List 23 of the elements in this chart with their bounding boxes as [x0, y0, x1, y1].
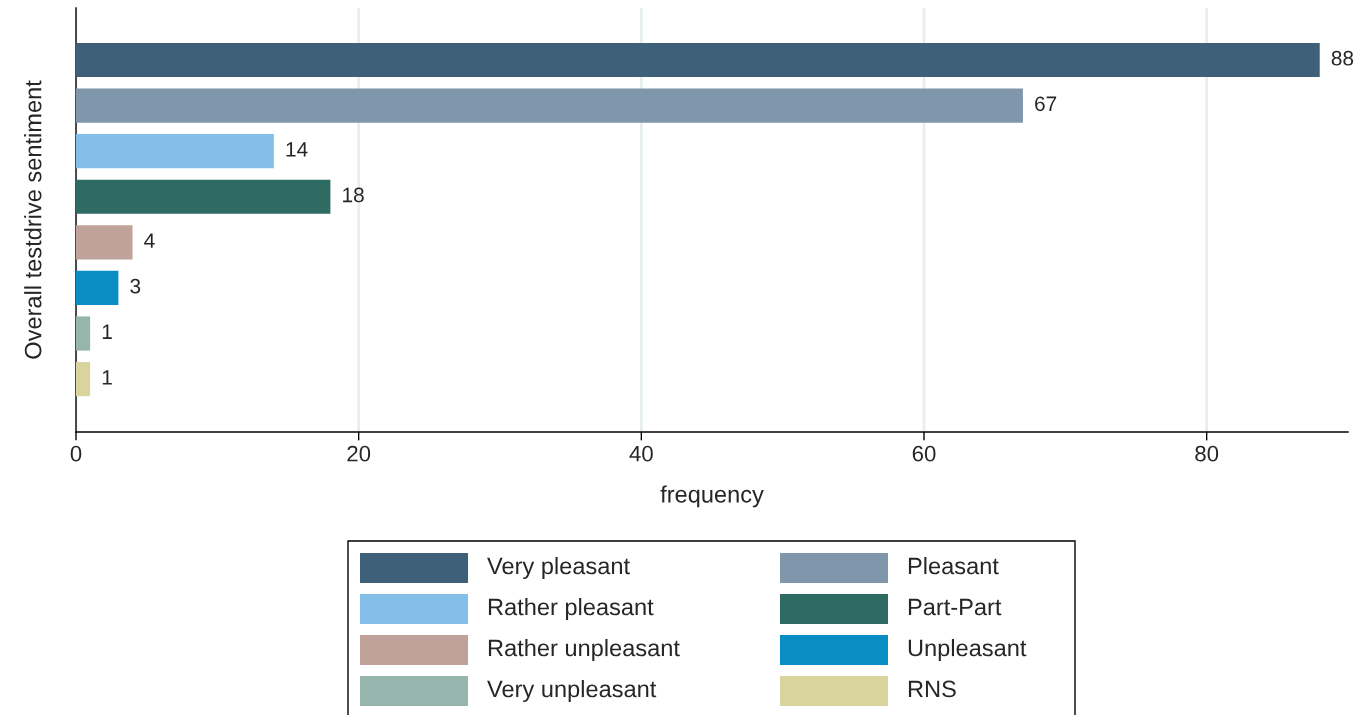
- legend-label: Very unpleasant: [487, 679, 657, 703]
- x-tick-label: 20: [347, 445, 371, 462]
- x-tick-label: 0: [70, 445, 82, 462]
- legend-label: Unpleasant: [908, 638, 1027, 662]
- data-label: 67: [1035, 96, 1057, 112]
- data-label: 4: [144, 233, 155, 248]
- legend-label: Pleasant: [908, 556, 999, 575]
- x-tick-label: 60: [912, 445, 936, 462]
- legend-label: Rather unpleasant: [488, 638, 680, 662]
- legend-label: Very pleasant: [487, 556, 630, 580]
- data-label: 18: [343, 187, 364, 203]
- x-tick-label: 80: [1195, 445, 1219, 462]
- data-label: 3: [130, 278, 141, 294]
- data-label: 1: [102, 324, 112, 339]
- legend-label: RNS: [908, 680, 956, 698]
- data-label: 14: [286, 142, 308, 157]
- data-label: 88: [1331, 50, 1354, 66]
- data-label: 1: [102, 370, 112, 385]
- legend-label: Rather pleasant: [488, 597, 654, 621]
- x-axis-title: frequency: [660, 485, 764, 508]
- legend-label: Part-Part: [908, 598, 1002, 616]
- y-axis-title: Overall testdrive sentiment: [24, 80, 42, 359]
- x-tick-label: 40: [629, 445, 653, 462]
